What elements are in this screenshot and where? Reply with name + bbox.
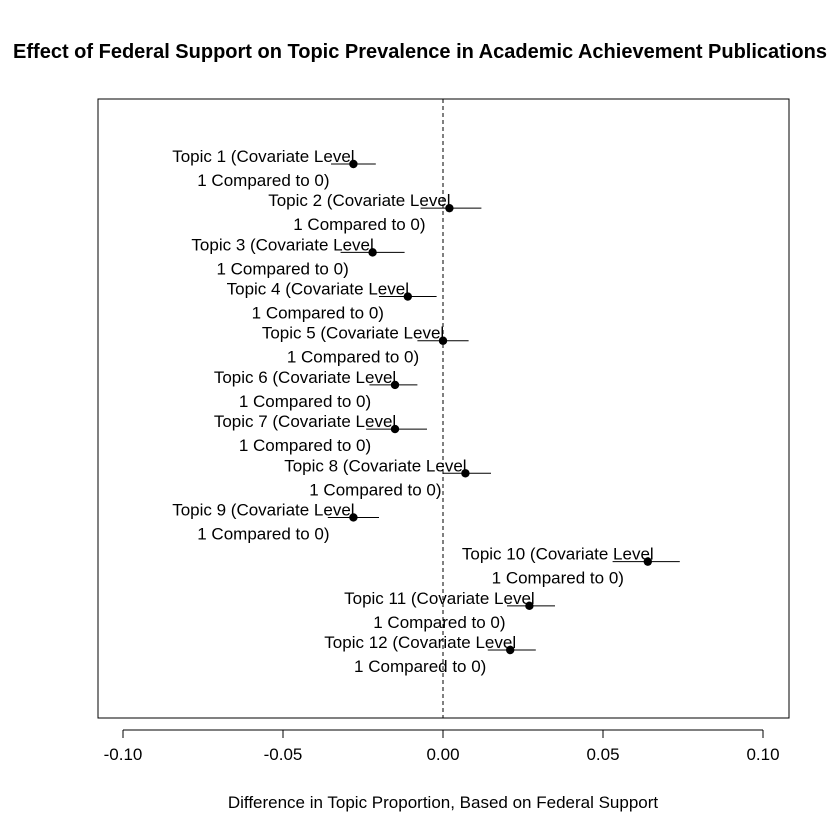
topic-label-line2: 1 Compared to 0) [492,569,624,588]
chart-title: Effect of Federal Support on Topic Preva… [13,41,827,63]
estimate-point [525,601,534,611]
topic-row: Topic 5 (Covariate Level 1 Compared to 0) [262,324,469,367]
topic-row: Topic 8 (Covariate Level 1 Compared to 0) [284,456,491,499]
topic-label-line1: Topic 1 (Covariate Level [172,147,354,166]
topic-row: Topic 7 (Covariate Level 1 Compared to 0) [214,412,427,455]
topic-label-line2: 1 Compared to 0) [239,392,371,411]
topic-row: Topic 6 (Covariate Level 1 Compared to 0) [214,368,418,411]
topic-row: Topic 2 (Covariate Level 1 Compared to 0) [268,191,482,234]
estimate-point [349,513,358,522]
topic-row: Topic 4 (Covariate Level 1 Compared to 0) [227,280,437,323]
topic-label-line2: 1 Compared to 0) [239,436,371,455]
x-tick-label: 0.00 [426,745,459,764]
estimate-point [461,469,470,478]
x-tick-label: -0.10 [104,745,143,764]
estimate-point [506,645,515,655]
topic-label-line2: 1 Compared to 0) [216,259,348,278]
topic-label-line2: 1 Compared to 0) [293,215,425,234]
topic-label-line1: Topic 10 (Covariate Level [462,545,654,564]
topic-label-line1: Topic 8 (Covariate Level [284,456,466,475]
x-tick-label: -0.05 [264,745,303,764]
estimates-group: Topic 1 (Covariate Level 1 Compared to 0)… [172,147,680,676]
topic-label-line1: Topic 6 (Covariate Level [214,368,396,387]
estimate-point [390,424,400,434]
topic-label-line1: Topic 4 (Covariate Level [227,280,409,299]
estimate-point [403,292,412,301]
x-tick-label: 0.05 [586,745,619,764]
topic-label-line1: Topic 7 (Covariate Level [214,412,396,431]
topic-label-line2: 1 Compared to 0) [309,480,441,499]
estimate-point [349,159,358,169]
topic-label-line2: 1 Compared to 0) [287,348,419,367]
topic-label-line1: Topic 12 (Covariate Level [324,633,516,652]
topic-row: Topic 1 (Covariate Level 1 Compared to 0) [172,147,376,190]
topic-label-line2: 1 Compared to 0) [354,657,486,676]
topic-row: Topic 3 (Covariate Level 1 Compared to 0) [191,235,405,278]
estimate-point [390,380,400,390]
topic-label-line2: 1 Compared to 0) [197,171,329,190]
topic-row: Topic 12 (Covariate Level 1 Compared to 0… [324,633,536,676]
topic-label-line1: Topic 11 (Covariate Level [344,589,535,608]
topic-label-line2: 1 Compared to 0) [252,304,384,323]
topic-row: Topic 11 (Covariate Level 1 Compared to 0… [344,589,555,632]
estimate-point [438,336,448,345]
x-axis-label: Difference in Topic Proportion, Based on… [228,793,659,812]
estimate-point [445,203,454,213]
estimate-point [643,557,652,566]
topic-row: Topic 10 (Covariate Level 1 Compared to 0… [462,545,680,588]
topic-label-line1: Topic 2 (Covariate Level [268,191,450,210]
topic-label-line2: 1 Compared to 0) [373,613,505,632]
estimate-point [368,248,377,257]
x-axis-ticks: -0.10 -0.05 0.00 0.05 0.10 [104,730,780,764]
x-tick-label: 0.10 [746,745,779,764]
topic-row: Topic 9 (Covariate Level 1 Compared to 0) [172,500,379,543]
topic-label-line2: 1 Compared to 0) [197,524,329,543]
topic-label-line1: Topic 9 (Covariate Level [172,500,354,519]
topic-label-line1: Topic 3 (Covariate Level [191,235,373,254]
topic-label-line1: Topic 5 (Covariate Level [262,324,444,343]
